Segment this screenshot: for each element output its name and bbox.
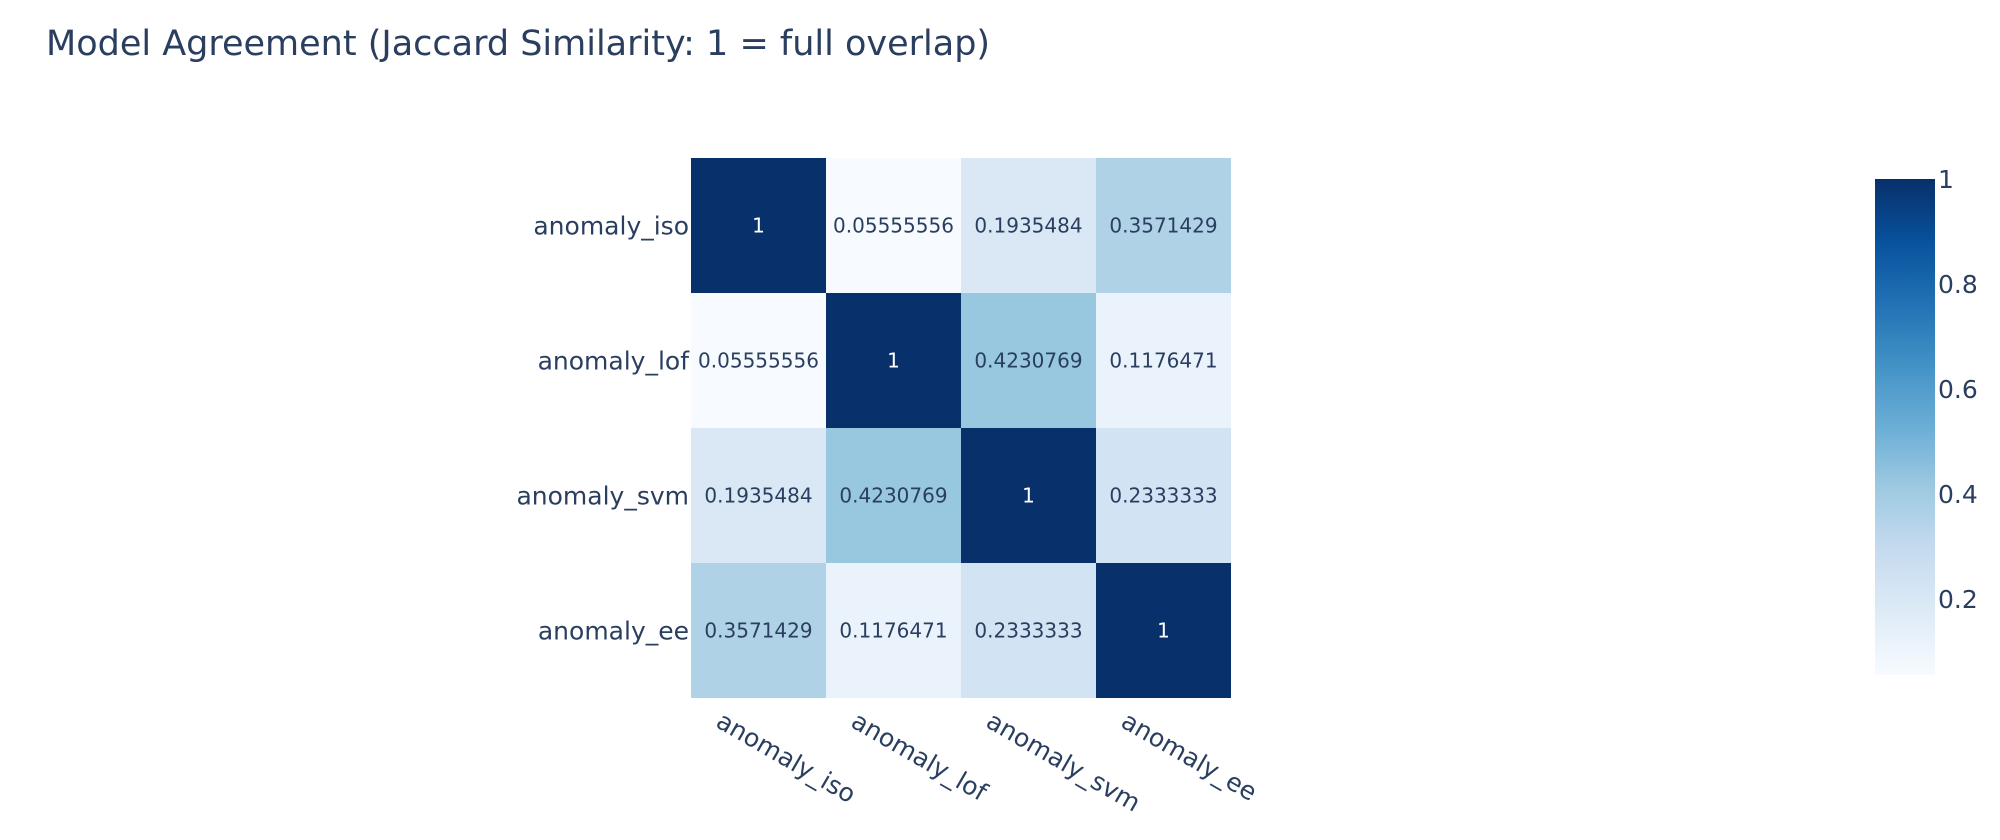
- heatmap-cell[interactable]: [691, 158, 826, 293]
- heatmap-cell[interactable]: [1096, 428, 1231, 563]
- heatmap-cell[interactable]: [826, 563, 961, 698]
- colorbar-gradient: [1875, 179, 1935, 675]
- heatmap-cell[interactable]: [961, 293, 1096, 428]
- cell-value-label: 0.1176471: [1109, 349, 1217, 373]
- cell-value-label: 0.3571429: [704, 619, 812, 643]
- cell-value-label: 0.05555556: [698, 349, 819, 373]
- y-tick-label: anomaly_iso: [533, 212, 689, 241]
- cell-value-label: 1: [887, 349, 900, 373]
- cell-value-label: 1: [1157, 619, 1170, 643]
- heatmap-cell[interactable]: [1096, 158, 1231, 293]
- heatmap-cell[interactable]: [691, 563, 826, 698]
- cell-value-label: 0.2333333: [1109, 484, 1217, 508]
- heatmap-cell-labels: 1 0.05555556 0.1935484 0.3571429 0.05555556 1…: [698, 214, 1218, 643]
- cell-value-label: 0.1935484: [974, 214, 1082, 238]
- y-axis: anomaly_iso anomaly_lof anomaly_svmanomaly…: [516, 212, 690, 646]
- heatmap-cells: [691, 158, 1231, 698]
- cell-value-label: 0.1176471: [839, 619, 947, 643]
- heatmap-cell[interactable]: [826, 158, 961, 293]
- cell-value-label: 0.3571429: [1109, 214, 1217, 238]
- heatmap-cell[interactable]: [961, 563, 1096, 698]
- heatmap-cell[interactable]: [691, 428, 826, 563]
- y-tick-label: anomaly_lof: [538, 347, 691, 376]
- heatmap-cell[interactable]: [1096, 293, 1231, 428]
- heatmap-cell[interactable]: [961, 158, 1096, 293]
- heatmap-cell[interactable]: [691, 293, 826, 428]
- colorbar-tick-label: 0.6: [1938, 375, 1978, 404]
- heatmap-cell[interactable]: [961, 428, 1096, 563]
- cell-value-label: 1: [1022, 484, 1035, 508]
- x-tick-label: anomaly_iso: [712, 706, 861, 809]
- heatmap-cell[interactable]: [826, 428, 961, 563]
- cell-value-label: 0.05555556: [833, 214, 954, 238]
- y-tick-label: anomaly_svm: [516, 482, 689, 511]
- cell-value-label: 0.2333333: [974, 619, 1082, 643]
- colorbar-tick-label: 0.4: [1938, 480, 1978, 509]
- x-tick-label: anomaly_lof: [847, 706, 994, 807]
- cell-value-label: 0.4230769: [974, 349, 1082, 373]
- y-tick-label: anomaly_ee: [538, 617, 689, 646]
- colorbar-tick-label: 0.2: [1938, 585, 1978, 614]
- cell-value-label: 0.1935484: [704, 484, 812, 508]
- colorbar: 0.2 0.4 0.6 0.8 1: [1875, 165, 1978, 675]
- x-axis: anomaly_isoanomaly_lofanomaly_svmanomaly…: [712, 706, 1262, 817]
- colorbar-tick-label: 0.8: [1938, 270, 1978, 299]
- cell-value-label: 1: [752, 214, 765, 238]
- cell-value-label: 0.4230769: [839, 484, 947, 508]
- heatmap-cell[interactable]: [826, 293, 961, 428]
- chart-title: Model Agreement (Jaccard Similarity: 1 =…: [46, 24, 990, 64]
- heatmap-cell[interactable]: [1096, 563, 1231, 698]
- colorbar-tick-label: 1: [1938, 165, 1954, 194]
